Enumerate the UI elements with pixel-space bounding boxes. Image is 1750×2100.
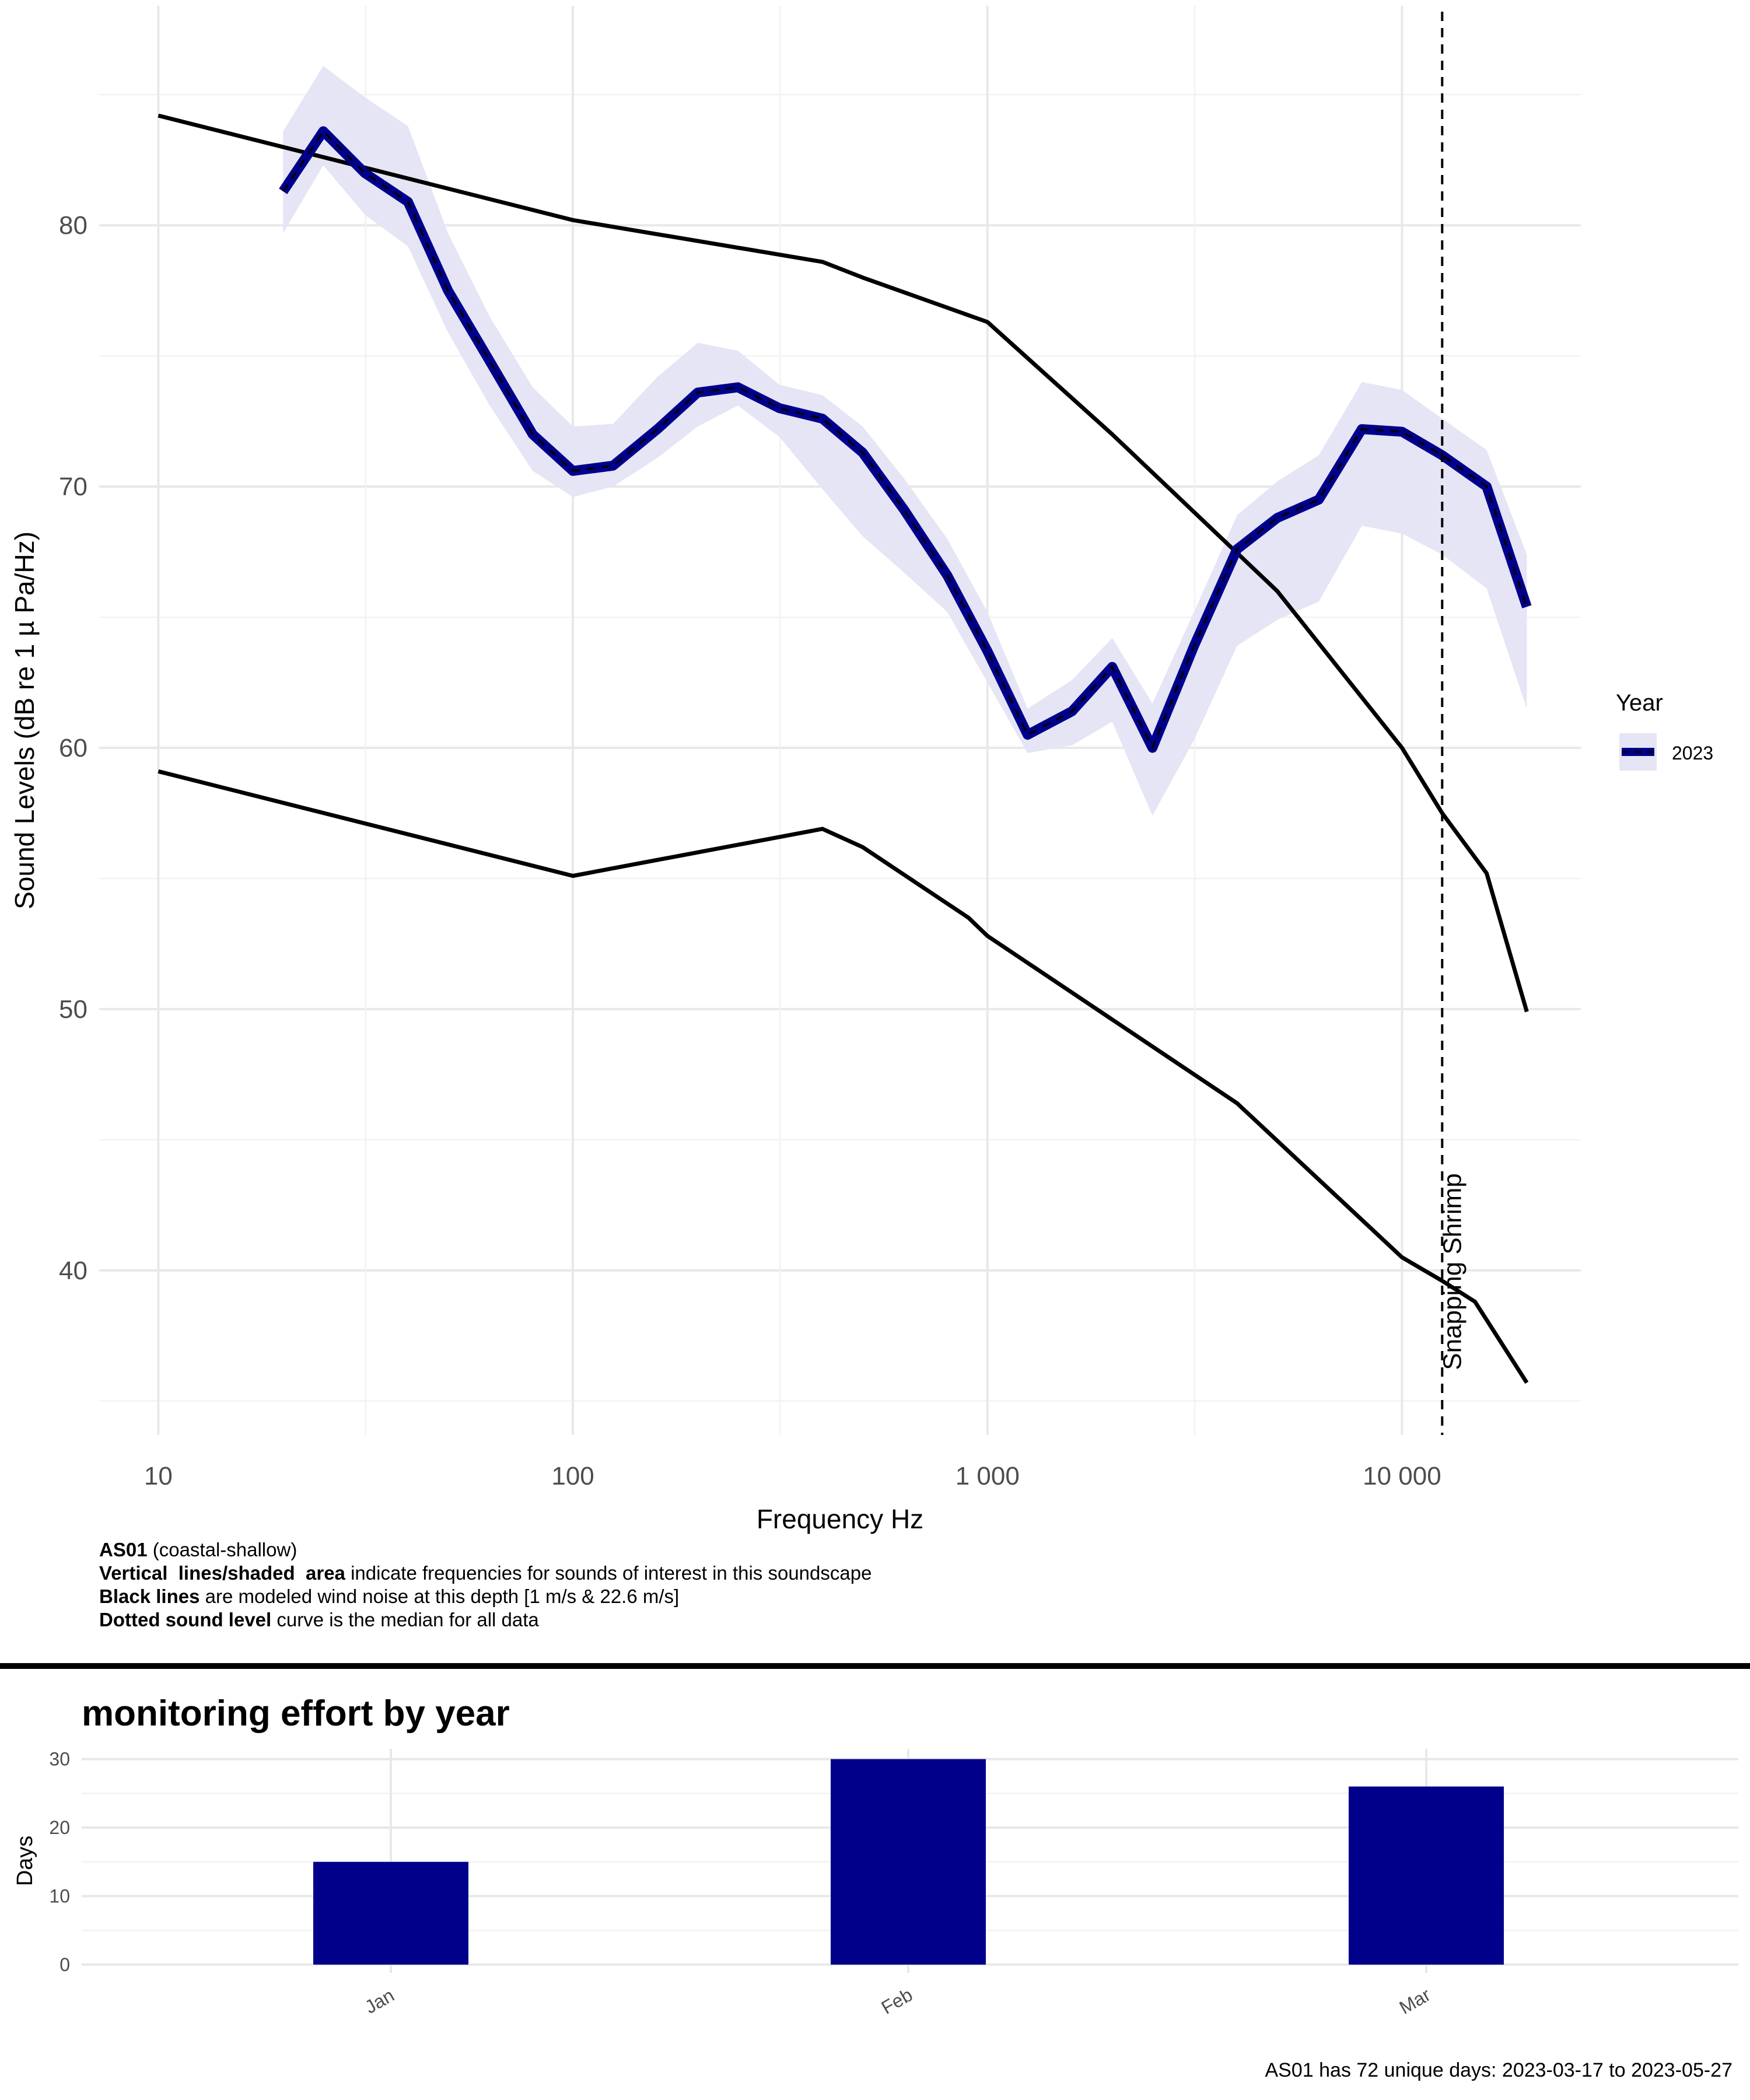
- bar-feb: [831, 1759, 986, 1965]
- caption-line: AS01 (coastal-shallow): [99, 1538, 297, 1562]
- caption-bold: Dotted sound level: [99, 1609, 272, 1630]
- series-2023-line: [279, 126, 1532, 753]
- wind-noise-line-low: [158, 769, 1529, 1384]
- y-tick-label-50: 50: [59, 995, 88, 1024]
- y-tick-label-60: 60: [59, 734, 88, 762]
- top-chart-axes: 40 50 60 70 80 10 100 1 000 10 000 Frequency Hz So…: [9, 211, 1441, 1534]
- legend: Year 2023: [1616, 690, 1713, 771]
- x-tick-label-10: 10: [144, 1462, 173, 1490]
- confidence-band: [283, 66, 1527, 816]
- panel-divider: [0, 1663, 1750, 1669]
- y-tick-label-70: 70: [59, 473, 88, 501]
- bar-x-tick-label-mar: Mar: [1396, 1984, 1434, 2018]
- bar-y-axis-label: Days: [13, 1836, 37, 1887]
- snapping-shrimp-label: Snapping Shrimp: [1438, 1173, 1466, 1370]
- caption-bold: AS01: [99, 1539, 148, 1560]
- caption-bold: Black lines: [99, 1586, 200, 1607]
- caption-text: are modeled wind noise at this depth [1 …: [200, 1586, 680, 1607]
- bar-jan: [313, 1861, 468, 1965]
- bar-y-tick-label-0: 0: [60, 1954, 70, 1975]
- caption-line: Vertical lines/shaded area indicate freq…: [99, 1562, 872, 1585]
- bar-y-tick-label-10: 10: [49, 1885, 70, 1906]
- bar-mar: [1349, 1786, 1504, 1965]
- effort-chart-title: monitoring effort by year: [82, 1693, 510, 1734]
- caption-text: (coastal-shallow): [147, 1539, 298, 1560]
- y-tick-label-40: 40: [59, 1256, 88, 1285]
- x-tick-label-100: 100: [551, 1462, 594, 1490]
- bar-x-tick-label-jan: Jan: [361, 1985, 398, 2018]
- y-axis-label: Sound Levels (dB re 1 µ Pa/Hz): [9, 531, 40, 909]
- series-2023-path: [279, 126, 1532, 753]
- caption-line: Dotted sound level curve is the median f…: [99, 1608, 539, 1632]
- footnote: AS01 has 72 unique days: 2023-03-17 to 2…: [1265, 2059, 1733, 2081]
- caption-bold: Vertical lines/shaded area: [99, 1562, 345, 1584]
- wind-noise-lines: [158, 113, 1529, 1384]
- bar-x-tick-label-feb: Feb: [878, 1984, 916, 2018]
- top-chart-grid: [99, 6, 1581, 1435]
- bar-y-tick-label-20: 20: [49, 1817, 70, 1838]
- bar-y-tick-label-30: 30: [49, 1749, 70, 1770]
- legend-title: Year: [1616, 690, 1663, 716]
- bottom-chart-axes: 0 10 20 30 Jan Feb Mar Days: [13, 1749, 1434, 2018]
- caption-text: indicate frequencies for sounds of inter…: [345, 1562, 872, 1584]
- x-axis-label: Frequency Hz: [757, 1504, 923, 1534]
- x-tick-label-10000: 10 000: [1363, 1462, 1441, 1490]
- legend-entry-2023: 2023: [1672, 743, 1713, 764]
- wind-noise-line-high: [158, 113, 1529, 1013]
- y-tick-label-80: 80: [59, 211, 88, 240]
- effort-bars: [313, 1759, 1504, 1965]
- snapping-shrimp-annotation: Snapping Shrimp: [1438, 12, 1466, 1435]
- caption-line: Black lines are modeled wind noise at th…: [99, 1585, 679, 1608]
- caption-text: curve is the median for all data: [271, 1609, 539, 1630]
- x-tick-label-1000: 1 000: [956, 1462, 1020, 1490]
- confidence-band-area: [283, 66, 1527, 816]
